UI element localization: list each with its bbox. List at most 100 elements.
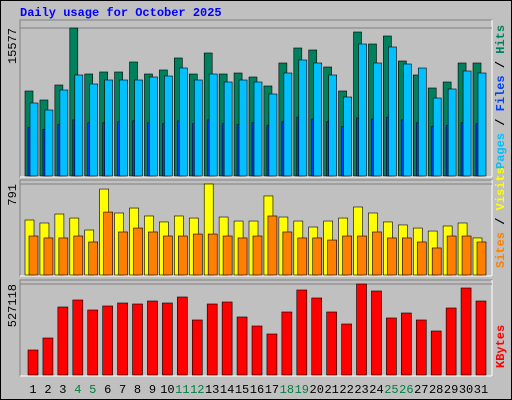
bar bbox=[431, 247, 442, 276]
x-tick-label: 11 bbox=[175, 383, 189, 397]
bar bbox=[237, 237, 248, 276]
x-tick-label: 2 bbox=[44, 383, 51, 397]
x-tick-label: 22 bbox=[339, 383, 353, 397]
bar bbox=[191, 319, 203, 376]
x-tick-label: 10 bbox=[160, 383, 174, 397]
x-tick-label: 12 bbox=[190, 383, 204, 397]
legend-entry: Visits bbox=[494, 167, 508, 210]
x-tick-label: 31 bbox=[474, 383, 488, 397]
bar bbox=[103, 211, 113, 276]
bar bbox=[297, 237, 308, 276]
bar bbox=[179, 67, 188, 177]
bar bbox=[313, 62, 323, 177]
bar bbox=[117, 302, 128, 376]
bar bbox=[42, 337, 54, 376]
bar bbox=[476, 241, 487, 276]
bar bbox=[223, 81, 233, 177]
x-tick-label: 21 bbox=[324, 383, 338, 397]
bar bbox=[208, 73, 218, 177]
x-tick-label: 6 bbox=[104, 383, 111, 397]
legend-separator: / bbox=[494, 54, 508, 76]
bar bbox=[386, 317, 397, 376]
bar bbox=[149, 76, 158, 177]
bar bbox=[88, 241, 99, 276]
bar bbox=[402, 237, 412, 276]
bar bbox=[373, 62, 382, 177]
bar bbox=[221, 301, 233, 376]
bar bbox=[178, 235, 188, 276]
bar bbox=[43, 237, 54, 276]
bar bbox=[343, 96, 352, 177]
bar bbox=[266, 333, 278, 376]
bar bbox=[44, 109, 54, 177]
legend: Sites / Visits bbox=[494, 167, 508, 268]
bar bbox=[238, 79, 248, 177]
bar bbox=[73, 235, 84, 276]
bar bbox=[281, 311, 293, 376]
bar bbox=[59, 89, 69, 177]
bar bbox=[445, 307, 457, 376]
bar bbox=[89, 83, 99, 177]
chart-title: Daily usage for October 2025 bbox=[20, 6, 222, 20]
bar bbox=[326, 311, 337, 376]
bar bbox=[58, 237, 69, 276]
bar bbox=[298, 59, 308, 177]
bar bbox=[267, 215, 278, 276]
bar bbox=[357, 235, 367, 276]
bar bbox=[296, 289, 308, 376]
x-tick-label: 8 bbox=[134, 383, 141, 397]
legend-separator: / bbox=[494, 111, 508, 133]
x-tick-label: 23 bbox=[354, 383, 368, 397]
bar bbox=[461, 235, 472, 276]
bar bbox=[415, 319, 427, 376]
bar bbox=[311, 297, 323, 376]
bar bbox=[430, 330, 442, 376]
x-tick-label: 30 bbox=[459, 383, 473, 397]
x-tick-label: 29 bbox=[444, 383, 458, 397]
bar bbox=[87, 309, 99, 376]
bar bbox=[177, 296, 188, 376]
bar bbox=[388, 46, 397, 177]
bar bbox=[477, 72, 487, 177]
x-tick-label: 3 bbox=[59, 383, 66, 397]
bar bbox=[403, 63, 412, 177]
x-tick-label: 14 bbox=[220, 383, 234, 397]
bar bbox=[27, 349, 39, 376]
bar bbox=[462, 70, 472, 177]
x-tick-label: 18 bbox=[280, 383, 294, 397]
x-tick-label: 15 bbox=[235, 383, 249, 397]
bar bbox=[341, 323, 352, 376]
bar bbox=[133, 227, 143, 276]
bar bbox=[192, 233, 203, 276]
bar bbox=[162, 302, 173, 376]
bar bbox=[387, 237, 397, 276]
legend-separator: / bbox=[494, 210, 508, 232]
bar bbox=[28, 235, 39, 276]
bar bbox=[416, 241, 427, 276]
bar bbox=[342, 235, 352, 276]
bar bbox=[222, 235, 233, 276]
legend-entry: KBytes bbox=[494, 325, 508, 368]
x-tick-label: 1 bbox=[29, 383, 36, 397]
bar bbox=[119, 79, 128, 177]
bar bbox=[446, 235, 457, 276]
bar bbox=[193, 79, 203, 177]
bar bbox=[253, 81, 263, 177]
bar bbox=[72, 299, 84, 376]
x-tick-label: 28 bbox=[429, 383, 443, 397]
bar bbox=[252, 235, 263, 276]
bar bbox=[283, 72, 293, 177]
bar bbox=[251, 325, 263, 376]
x-tick-label: 16 bbox=[250, 383, 264, 397]
legend-entry: Pages bbox=[494, 133, 508, 169]
legend: Pages / Files / Hits bbox=[494, 25, 508, 169]
x-tick-label: 17 bbox=[265, 383, 279, 397]
bar bbox=[475, 300, 487, 376]
x-tick-label: 27 bbox=[414, 383, 428, 397]
bar bbox=[327, 239, 337, 276]
bar bbox=[371, 290, 382, 376]
legend: KBytes bbox=[494, 325, 508, 368]
bar bbox=[328, 74, 337, 177]
x-tick-label: 20 bbox=[310, 383, 324, 397]
